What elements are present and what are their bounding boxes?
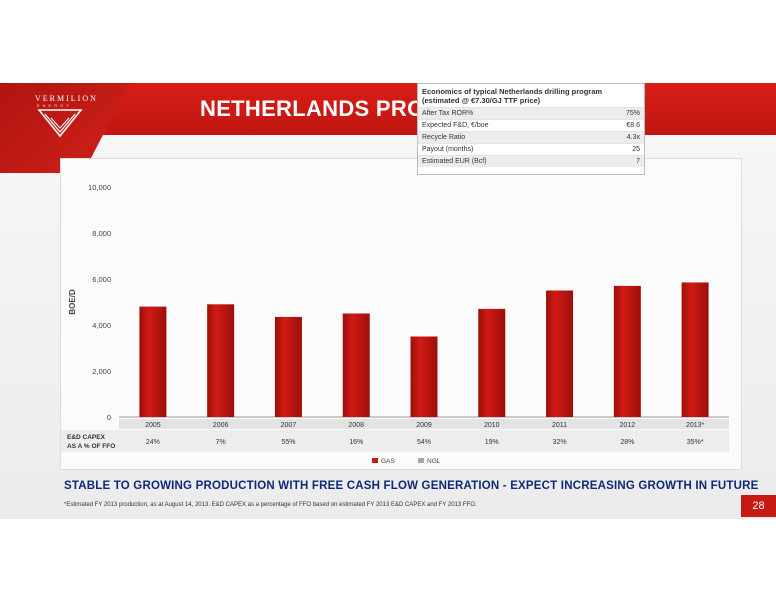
capex-value: 16% [349, 439, 363, 446]
x-tick-label: 2009 [416, 422, 432, 429]
economics-row-value: 7 [636, 158, 640, 165]
footnote: *Estimated FY 2013 production, as at Aug… [64, 502, 477, 508]
vermilion-logo-icon [37, 109, 83, 138]
economics-rows: After Tax ROR% 75% Expected F&D, €/boe €8.6… [418, 107, 644, 167]
x-tick-label: 2005 [145, 422, 161, 429]
economics-row-value: 25 [632, 146, 640, 153]
production-bar-chart: 0 2,000 4,000 6,000 8,000 10,000 BOE/D 2005 24% 2… [61, 183, 729, 465]
x-tick-label: 2011 [552, 422, 567, 429]
gas-bar [478, 308, 506, 417]
economics-row-label: Recycle Ratio [422, 134, 466, 141]
economics-row-label: Payout (months) [422, 146, 474, 153]
logo-subtitle: ENERGY [37, 103, 72, 108]
economics-row: Expected F&D, €/boe €8.6 [418, 119, 644, 131]
capex-strip [61, 430, 729, 452]
capex-value: 19% [485, 439, 499, 446]
y-tick-label: 6,000 [92, 275, 111, 284]
economics-row: After Tax ROR% 75% [418, 107, 644, 119]
x-tick-label: 2012 [620, 422, 636, 429]
economics-table: Economics of typical Netherlands drillin… [417, 83, 645, 175]
gas-bar [546, 290, 574, 417]
tagline: STABLE TO GROWING PRODUCTION WITH FREE C… [64, 480, 759, 492]
x-tick-label: 2006 [213, 422, 229, 429]
economics-row-value: 75% [625, 110, 640, 117]
economics-row: Payout (months) 25 [418, 143, 644, 155]
x-tick-label: 2013* [686, 422, 705, 429]
y-tick-label: 2,000 [92, 367, 111, 376]
x-tick-label: 2007 [281, 422, 297, 429]
capex-value: 32% [553, 439, 567, 446]
legend-label-ngl: NGL [427, 458, 441, 465]
page-number: 28 [741, 495, 776, 517]
y-tick-label: 10,000 [88, 183, 111, 192]
category-strip [119, 419, 729, 429]
capex-label-line2: AS A % OF FFO [67, 443, 115, 450]
gas-bar [681, 282, 709, 417]
economics-title-line1: Economics of typical Netherlands drillin… [422, 87, 603, 96]
economics-row-label: Estimated EUR (Bcf) [422, 158, 487, 165]
logo-wordmark: VERMILION [35, 94, 98, 103]
capex-value: 24% [146, 439, 160, 446]
gas-bar [410, 336, 438, 417]
economics-row-value: 4.3x [626, 134, 640, 141]
capex-label-line1: E&D CAPEX [67, 434, 106, 441]
legend-label-gas: GAS [381, 458, 395, 465]
y-axis-label: BOE/D [68, 289, 77, 315]
legend-swatch-gas [372, 458, 378, 463]
chart-panel: 0 2,000 4,000 6,000 8,000 10,000 BOE/D 2005 24% 2… [60, 158, 742, 470]
capex-value: 54% [417, 439, 431, 446]
y-tick-label: 8,000 [92, 229, 111, 238]
gas-bar [613, 285, 641, 417]
economics-row-label: After Tax ROR% [422, 110, 474, 117]
gas-bar [139, 306, 167, 417]
y-tick-label: 4,000 [92, 321, 111, 330]
y-tick-label: 0 [107, 413, 111, 422]
legend-swatch-ngl [418, 458, 424, 463]
economics-title-line2: (estimated @ €7.30/GJ TTF price) [422, 96, 541, 105]
gas-bar [342, 313, 370, 417]
economics-table-title: Economics of typical Netherlands drillin… [418, 84, 644, 107]
x-tick-label: 2008 [348, 422, 364, 429]
capex-value: 7% [216, 439, 226, 446]
capex-value: 55% [281, 439, 295, 446]
gas-bar [274, 316, 302, 417]
capex-value: 28% [620, 439, 634, 446]
gas-bar [207, 304, 235, 417]
economics-row: Recycle Ratio 4.3x [418, 131, 644, 143]
x-tick-label: 2010 [484, 422, 500, 429]
title-band [0, 83, 776, 135]
capex-value: 35%* [687, 439, 704, 446]
economics-row-value: €8.6 [626, 122, 640, 129]
bottom-bar [0, 475, 776, 503]
economics-row: Estimated EUR (Bcf) 7 [418, 155, 644, 167]
economics-row-label: Expected F&D, €/boe [422, 122, 489, 129]
